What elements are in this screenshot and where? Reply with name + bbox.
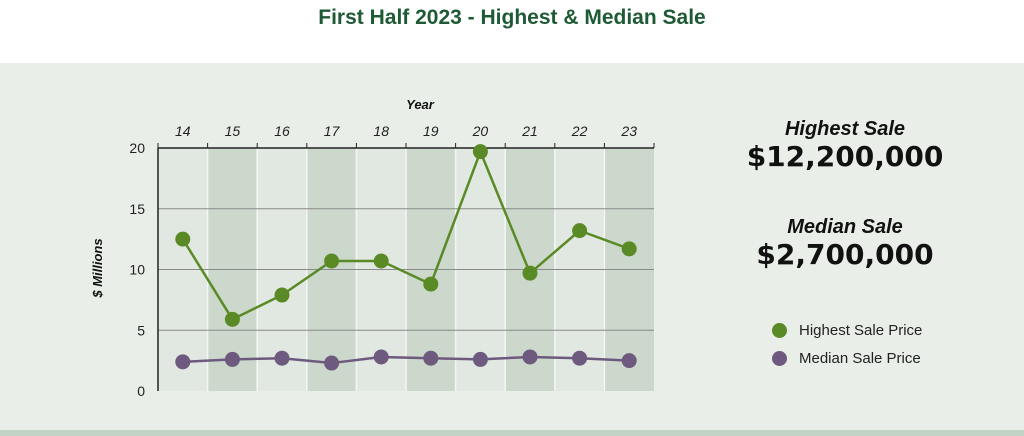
x-tick-label-18: 18 [373,123,389,139]
median-sale-label: Median Sale [787,216,903,238]
x-tick-label-16: 16 [274,123,290,139]
x-tick-label-14: 14 [175,123,191,139]
data-point-highest-23 [621,241,637,257]
y-tick-label-10: 10 [129,262,145,278]
legend-marker-highest [772,323,787,338]
x-tick-label-20: 20 [472,123,489,139]
x-tick-label-19: 19 [423,123,439,139]
median-sale-value: $2,700,000 [756,238,934,271]
legend-label-highest: Highest Sale Price [799,322,923,339]
data-point-median-18 [373,349,389,365]
data-point-median-23 [621,353,637,369]
series-line-median [182,355,630,365]
x-tick-label-23: 23 [620,123,637,139]
data-point-median-20 [472,351,488,367]
y-axis-title: $ Millions [90,238,105,298]
highest-sale-label: Highest Sale [784,118,906,140]
y-tick-label-20: 20 [129,140,145,156]
y-tick-label-0: 0 [137,383,145,399]
data-point-median-21 [522,349,538,365]
legend-item-highest: Highest Sale Price [772,322,922,339]
x-tick-label-21: 21 [521,123,538,139]
legend-label-median: Median Sale Price [799,350,921,367]
legend-item-median: Median Sale Price [772,350,921,367]
data-point-highest-20 [472,144,488,160]
data-point-median-16 [274,350,290,366]
x-tick-label-15: 15 [225,123,241,139]
y-tick-label-15: 15 [129,201,145,217]
median-sale-stat: Median Sale $2,700,000 [725,216,965,272]
data-point-median-22 [572,350,588,366]
legend-marker-median [772,351,787,366]
data-point-median-14 [175,354,191,370]
data-point-highest-16 [274,287,290,303]
highest-sale-stat: Highest Sale $12,200,000 [725,118,965,174]
chart-title: First Half 2023 - Highest & Median Sale [318,6,706,29]
data-point-highest-15 [224,311,240,327]
data-point-median-17 [324,355,340,371]
x-tick-label-17: 17 [324,123,341,139]
data-point-highest-18 [373,253,389,269]
y-tick-label-5: 5 [137,322,145,338]
data-point-highest-19 [423,276,439,292]
data-point-median-15 [224,351,240,367]
data-point-highest-22 [572,223,588,239]
x-tick-label-22: 22 [571,123,588,139]
x-axis-title: Year [406,97,435,112]
data-point-highest-21 [522,265,538,281]
data-point-highest-14 [175,231,191,247]
data-point-median-19 [423,350,439,366]
highest-sale-value: $12,200,000 [746,140,944,173]
data-point-highest-17 [324,253,340,269]
series-line-highest [181,150,630,321]
bottom-divider [0,430,1024,436]
